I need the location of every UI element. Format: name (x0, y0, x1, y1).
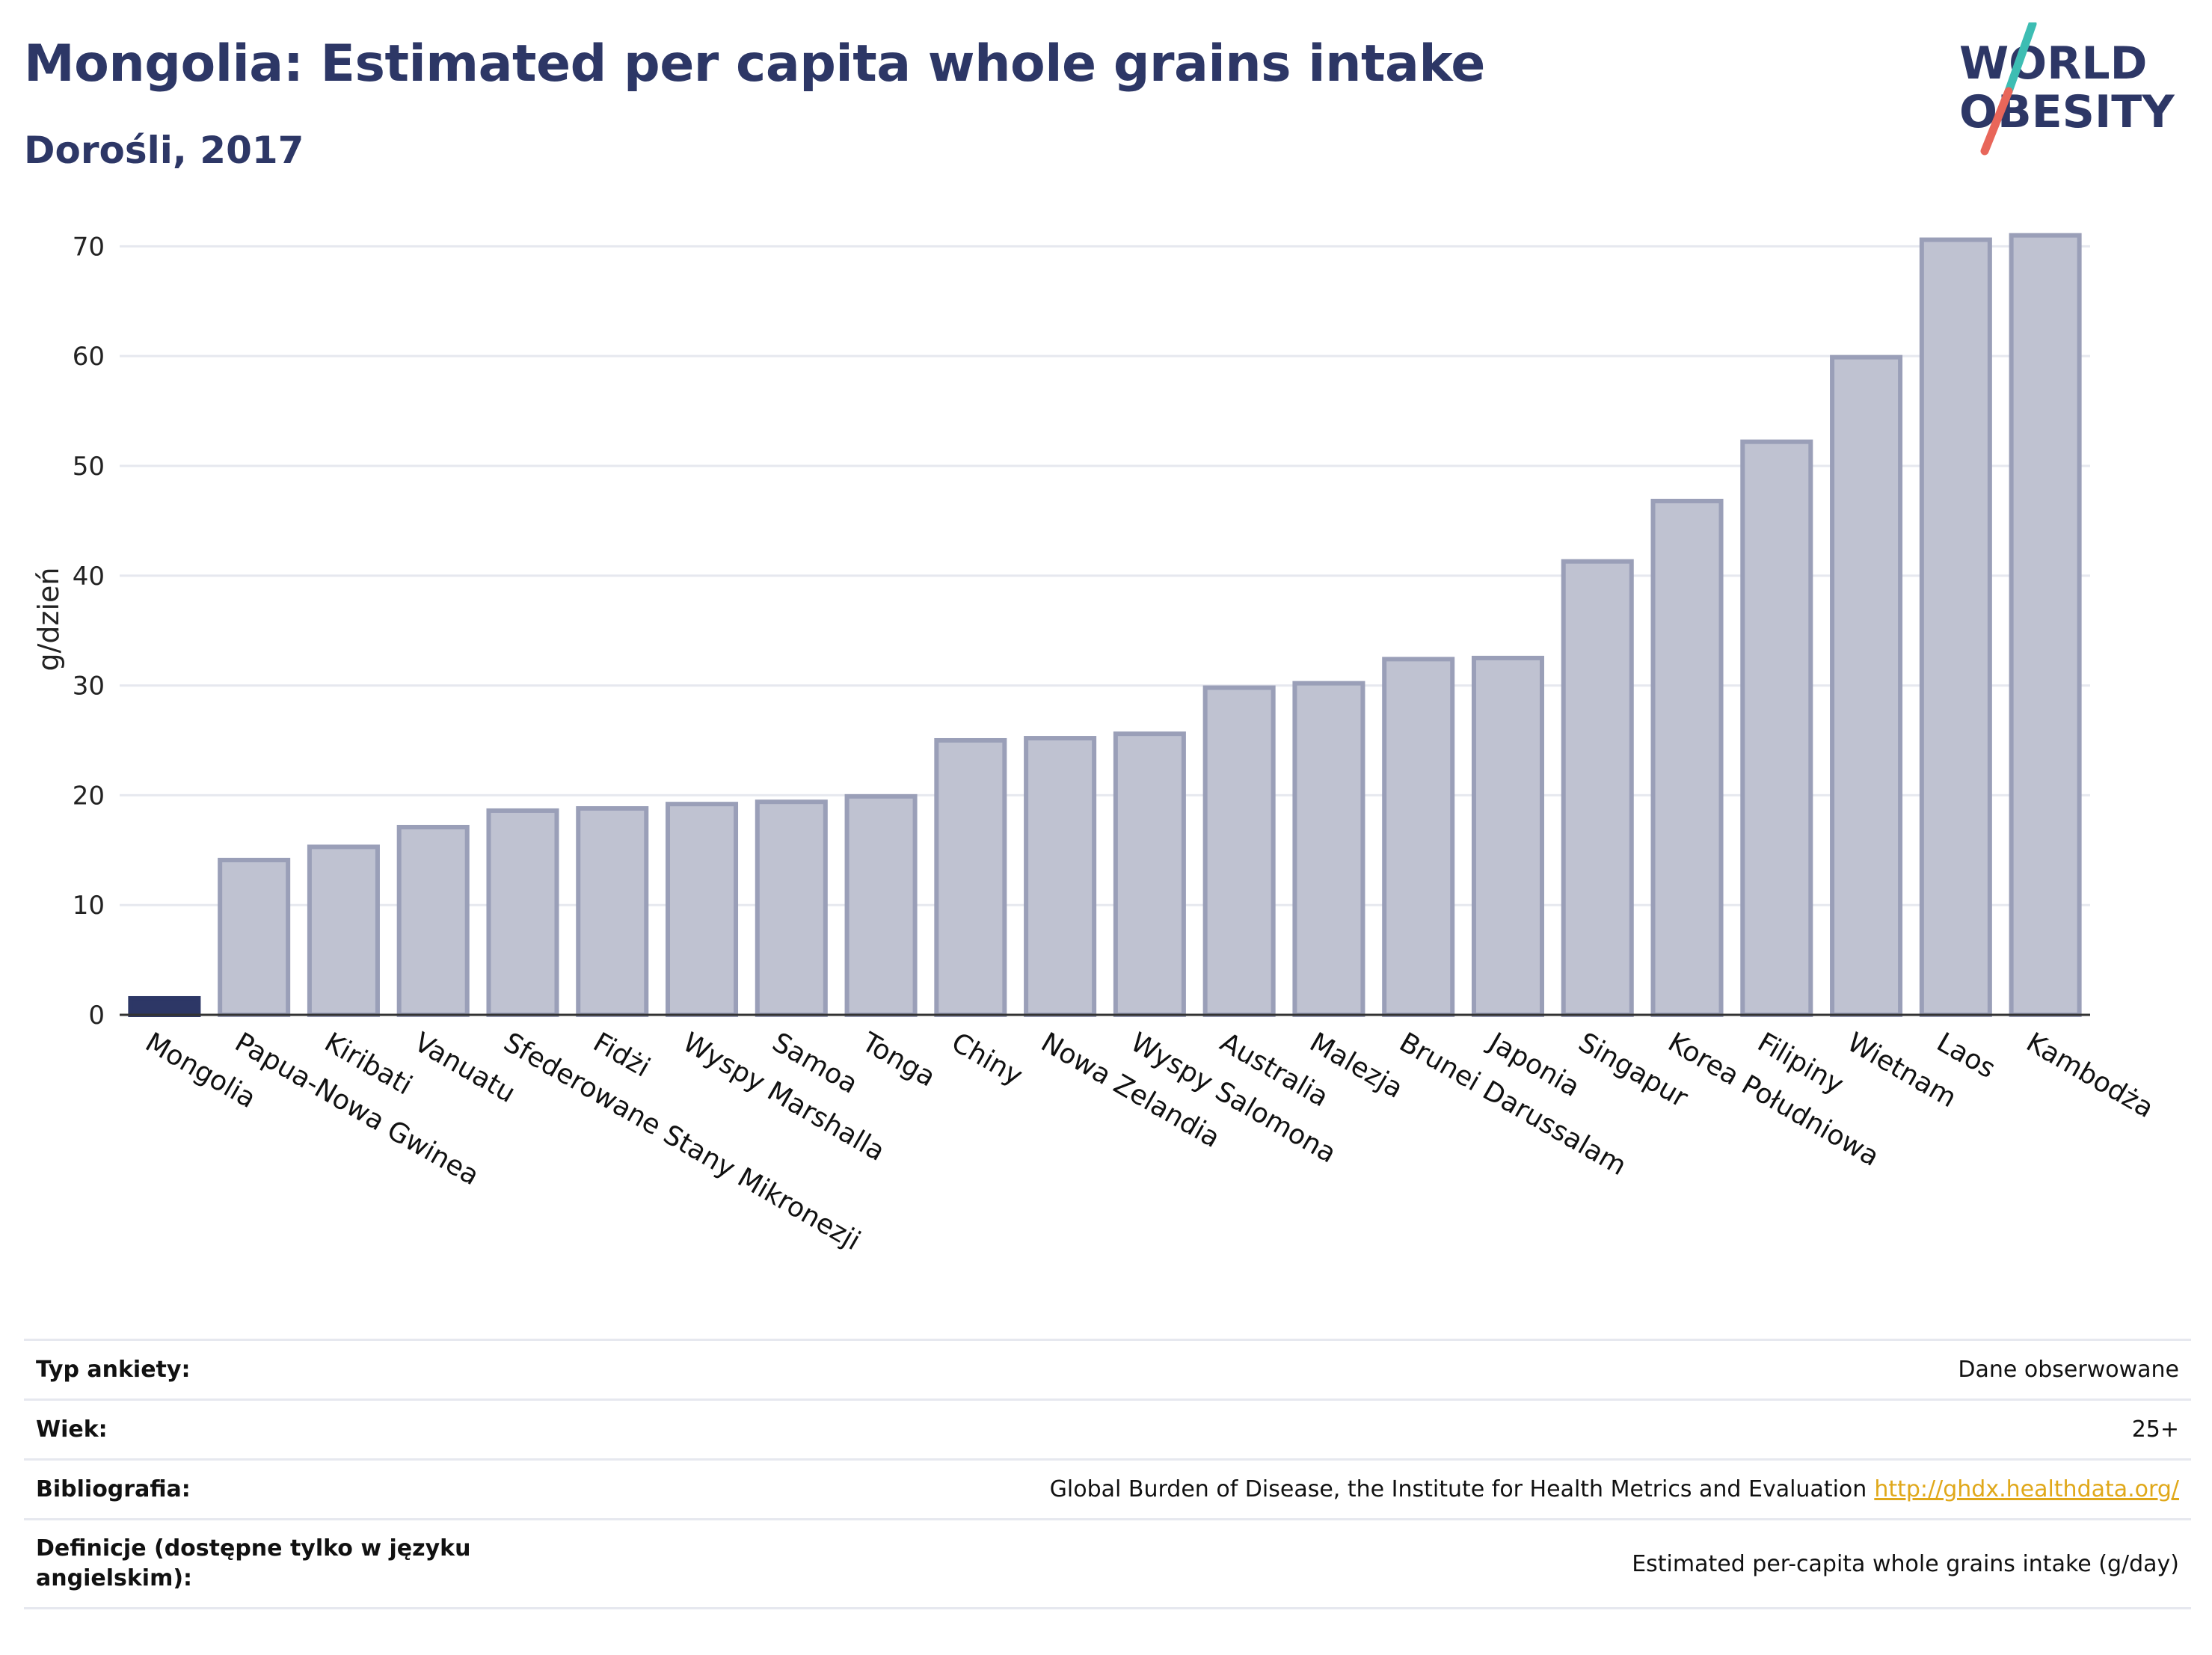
y-tick-label: 40 (73, 562, 105, 592)
bar (396, 824, 470, 1018)
meta-label: Bibliografia: (36, 1476, 191, 1502)
y-tick-label: 50 (73, 452, 105, 482)
x-tick-label: Kambodża (2021, 1027, 2159, 1124)
bar (486, 808, 559, 1017)
bar (1561, 559, 1634, 1017)
chart-subtitle: Dorośli, 2017 (24, 129, 304, 172)
bar (1919, 237, 1992, 1018)
meta-value: Estimated per-capita whole grains intake… (1632, 1550, 2179, 1577)
x-tick-label: Tonga (856, 1027, 941, 1093)
bar (1471, 655, 1544, 1017)
logo-slash-teal (2004, 22, 2037, 96)
bar (666, 802, 739, 1017)
meta-row-bibliography: Bibliografia: Global Burden of Disease, … (24, 1458, 2191, 1518)
meta-label: Typ ankiety: (36, 1356, 191, 1383)
bar (128, 995, 201, 1017)
bibliography-link[interactable]: http://ghdx.healthdata.org/ (1874, 1476, 2179, 1502)
bar (844, 793, 918, 1017)
y-tick-label: 20 (73, 781, 105, 811)
bar (934, 737, 1007, 1017)
meta-value: Dane obserwowane (1958, 1357, 2179, 1383)
y-tick-label: 70 (73, 232, 105, 262)
y-tick-label: 10 (73, 891, 105, 921)
meta-row-age: Wiek: 25+ (24, 1398, 2191, 1458)
bar (576, 806, 649, 1018)
y-axis-title: g/dzień (32, 567, 65, 671)
bar (755, 799, 828, 1018)
logo-slash-coral (1980, 87, 2013, 156)
logo-text-world: WORLD (1959, 37, 2147, 90)
bar (1382, 657, 1455, 1017)
meta-row-definitions: Definicje (dostępne tylko w języku angie… (24, 1518, 2191, 1609)
y-tick-label: 0 (88, 1001, 105, 1031)
bibliography-text: Global Burden of Disease, the Institute … (1049, 1476, 1867, 1502)
bar (1830, 354, 1903, 1018)
x-tick-label: Vanuatu (409, 1027, 520, 1109)
bar (1024, 736, 1097, 1017)
y-tick-label: 60 (73, 342, 105, 372)
bar (1292, 681, 1365, 1017)
meta-row-survey-type: Typ ankiety: Dane obserwowane (24, 1339, 2191, 1398)
bar (2009, 233, 2082, 1017)
bar (307, 844, 380, 1017)
bar (218, 858, 291, 1017)
meta-value: Global Burden of Disease, the Institute … (1050, 1476, 2179, 1502)
chart-title: Mongolia: Estimated per capita whole gra… (24, 34, 1485, 93)
x-tick-label: Chiny (946, 1027, 1027, 1092)
meta-label: Definicje (dostępne tylko w języku angie… (36, 1535, 471, 1591)
bar (1650, 498, 1724, 1017)
meta-value: 25+ (2131, 1416, 2179, 1443)
bar (1113, 731, 1186, 1018)
bar (1740, 439, 1813, 1017)
bar-chart: 010203040506070g/dzieńMongoliaPapua-Nowa… (32, 232, 2159, 1256)
metadata-table: Typ ankiety: Dane obserwowane Wiek: 25+ … (24, 1339, 2191, 1609)
y-tick-label: 30 (73, 672, 105, 701)
meta-label: Wiek: (36, 1416, 108, 1443)
bar (1202, 685, 1276, 1018)
world-obesity-logo: WORLD OBESITY (1959, 22, 2175, 156)
